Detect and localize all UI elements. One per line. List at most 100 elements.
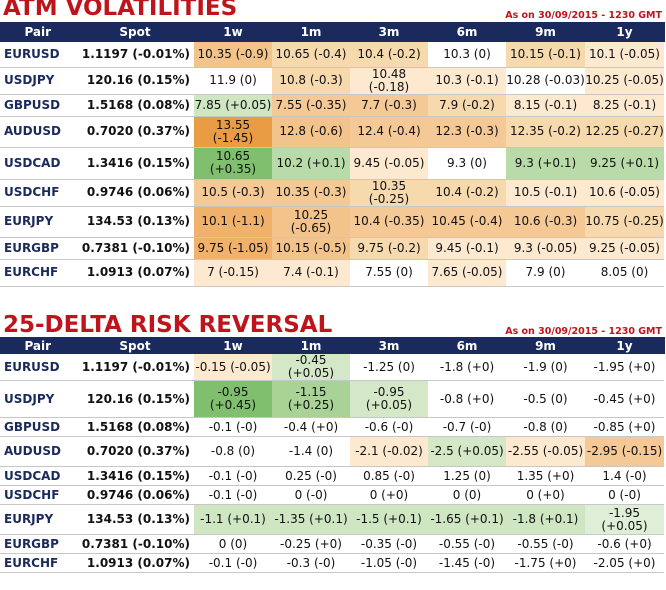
value-cell: 1.4 (-0) [585, 466, 664, 486]
pair-cell: EURUSD [0, 42, 76, 68]
value-cell: -1.95 (+0) [585, 354, 664, 381]
value-cell: -2.05 (+0) [585, 553, 664, 573]
value-cell: 10.28 (-0.03) [506, 67, 585, 95]
table-row: AUDUSD 0.7020 (0.37%) 13.55 (-1.45) 12.8 (-… [0, 116, 664, 148]
column-header: Pair [0, 337, 77, 354]
value-cell: 10.25 (-0.65) [272, 206, 350, 238]
value-cell: 9.45 (-0.05) [350, 147, 428, 180]
pair-cell: USDJPY [0, 380, 76, 418]
value-cell: 10.2 (+0.1) [272, 147, 350, 180]
value-cell: 9.45 (-0.1) [428, 237, 506, 260]
pair-cell: USDCHF [0, 485, 76, 505]
spot-cell: 0.7381 (-0.10%) [76, 237, 194, 260]
column-header: 6m [428, 337, 507, 354]
value-cell: -1.8 (+0.1) [506, 504, 585, 535]
value-cell: -0.85 (+0) [585, 417, 664, 437]
value-cell: 10.4 (-0.2) [428, 179, 506, 207]
value-cell: 11.9 (0) [194, 67, 272, 95]
value-cell: -0.95 (+0.45) [194, 380, 272, 418]
value-cell: -0.1 (-0) [194, 553, 272, 573]
table-row: EURJPY 134.53 (0.13%) 10.1 (-1.1) 10.25 (-0… [0, 206, 664, 238]
value-cell: -0.3 (-0) [272, 553, 350, 573]
value-cell: 10.75 (-0.25) [585, 206, 664, 238]
table-row: GBPUSD 1.5168 (0.08%) -0.1 (-0) -0.4 (+0) -0… [0, 417, 664, 437]
column-header: 1m [272, 22, 351, 42]
value-cell: -2.5 (+0.05) [428, 436, 506, 467]
value-cell: 0 (0) [428, 485, 506, 505]
table-row: USDCHF 0.9746 (0.06%) -0.1 (-0) 0 (-0) 0 (+0… [0, 485, 664, 505]
value-cell: -0.45 (+0.05) [272, 354, 350, 381]
table-row: GBPUSD 1.5168 (0.08%) 7.85 (+0.05) 7.55 (-0… [0, 94, 664, 117]
pair-cell: USDJPY [0, 67, 76, 95]
value-cell: -0.4 (+0) [272, 417, 350, 437]
value-cell: -2.1 (-0.02) [350, 436, 428, 467]
value-cell: 10.5 (-0.3) [194, 179, 272, 207]
value-cell: 0 (0) [194, 534, 272, 554]
value-cell: -1.65 (+0.1) [428, 504, 506, 535]
column-header: 1w [194, 337, 273, 354]
table-body: EURUSD 1.1197 (-0.01%) -0.15 (-0.05) -0.45 … [0, 354, 664, 573]
pair-cell: EURCHF [0, 259, 76, 287]
value-cell: 10.65 (+0.35) [194, 147, 272, 180]
table-header: Pair Spot 1w 1m 3m 6m 9m 1y [0, 22, 665, 42]
value-cell: 7.7 (-0.3) [350, 94, 428, 117]
value-cell: 0 (-0) [272, 485, 350, 505]
value-cell: 10.6 (-0.05) [585, 179, 664, 207]
value-cell: -0.55 (-0) [506, 534, 585, 554]
pair-cell: AUDUSD [0, 116, 76, 148]
pair-cell: AUDUSD [0, 436, 76, 467]
spot-cell: 1.1197 (-0.01%) [76, 42, 194, 68]
value-cell: 7.4 (-0.1) [272, 259, 350, 287]
table-row: EURGBP 0.7381 (-0.10%) 0 (0) -0.25 (+0) -0.3… [0, 534, 664, 554]
value-cell: 0 (-0) [585, 485, 664, 505]
spot-cell: 0.9746 (0.06%) [76, 485, 194, 505]
column-header: 3m [350, 337, 429, 354]
spot-cell: 1.1197 (-0.01%) [76, 354, 194, 381]
value-cell: -0.5 (0) [506, 380, 585, 418]
value-cell: -1.8 (+0) [428, 354, 506, 381]
value-cell: -0.35 (-0) [350, 534, 428, 554]
value-cell: 10.35 (-0.3) [272, 179, 350, 207]
value-cell: 7.65 (-0.05) [428, 259, 506, 287]
spot-cell: 0.7020 (0.37%) [76, 116, 194, 148]
value-cell: 9.3 (-0.05) [506, 237, 585, 260]
value-cell: -1.95 (+0.05) [585, 504, 664, 535]
value-cell: -2.55 (-0.05) [506, 436, 585, 467]
value-cell: 10.4 (-0.2) [350, 42, 428, 68]
value-cell: -1.05 (-0) [350, 553, 428, 573]
value-cell: -0.45 (+0) [585, 380, 664, 418]
value-cell: 10.48 (-0.18) [350, 67, 428, 95]
spot-cell: 0.7381 (-0.10%) [76, 534, 194, 554]
table-body: EURUSD 1.1197 (-0.01%) 10.35 (-0.9) 10.65 (… [0, 42, 664, 287]
section-title: 25-DELTA RISK REVERSAL [3, 312, 333, 338]
spot-cell: 0.9746 (0.06%) [76, 179, 194, 207]
pair-cell: USDCHF [0, 179, 76, 207]
value-cell: -0.95 (+0.05) [350, 380, 428, 418]
value-cell: -0.1 (-0) [194, 417, 272, 437]
value-cell: -0.1 (-0) [194, 466, 272, 486]
value-cell: -0.7 (-0) [428, 417, 506, 437]
value-cell: 7 (-0.15) [194, 259, 272, 287]
as-of-label: As on 30/09/2015 - 1230 GMT [505, 326, 662, 337]
column-header: 3m [350, 22, 429, 42]
value-cell: 7.55 (0) [350, 259, 428, 287]
spot-cell: 134.53 (0.13%) [76, 504, 194, 535]
spot-cell: 134.53 (0.13%) [76, 206, 194, 238]
value-cell: 10.15 (-0.1) [506, 42, 585, 68]
value-cell: 10.5 (-0.1) [506, 179, 585, 207]
value-cell: 7.9 (0) [506, 259, 585, 287]
value-cell: -1.35 (+0.1) [272, 504, 350, 535]
value-cell: -0.6 (-0) [350, 417, 428, 437]
value-cell: -0.1 (-0) [194, 485, 272, 505]
table-header: Pair Spot 1w 1m 3m 6m 9m 1y [0, 337, 665, 354]
value-cell: 9.3 (0) [428, 147, 506, 180]
spot-cell: 1.3416 (0.15%) [76, 466, 194, 486]
column-header: Spot [76, 337, 195, 354]
pair-cell: USDCAD [0, 466, 76, 486]
value-cell: 7.55 (-0.35) [272, 94, 350, 117]
value-cell: 0.85 (-0) [350, 466, 428, 486]
value-cell: -0.6 (+0) [585, 534, 664, 554]
spot-cell: 120.16 (0.15%) [76, 380, 194, 418]
table-row: EURCHF 1.0913 (0.07%) -0.1 (-0) -0.3 (-0) -1… [0, 553, 664, 573]
value-cell: 10.1 (-0.05) [585, 42, 664, 68]
